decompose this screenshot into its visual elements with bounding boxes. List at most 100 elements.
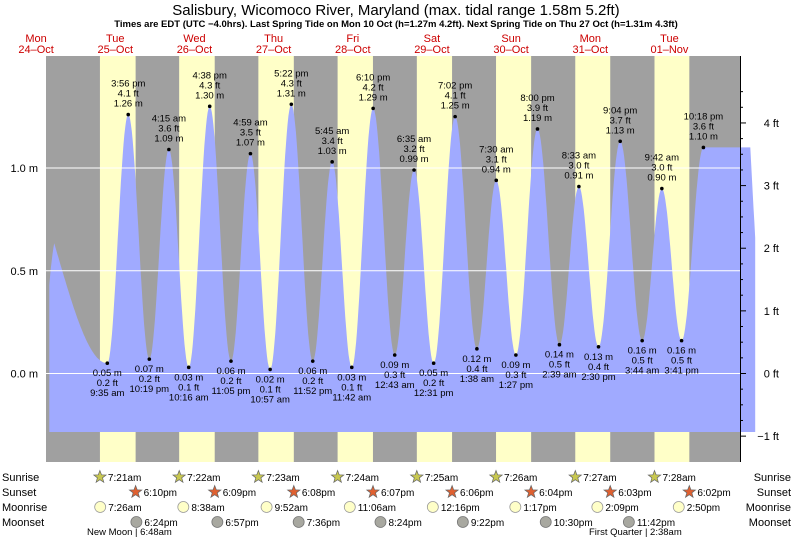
moonrise-time: 2:09pm bbox=[605, 503, 638, 514]
tide-point bbox=[392, 353, 397, 357]
tide-point bbox=[453, 114, 457, 119]
high-tide-label: 1.30 m bbox=[195, 90, 224, 101]
low-tide-label: 0.06 m bbox=[216, 366, 245, 377]
moonset-time: 11:42pm bbox=[637, 518, 675, 529]
low-tide-label: 10:16 am bbox=[169, 392, 209, 403]
tide-point bbox=[412, 168, 416, 172]
sunset-time: 6:03pm bbox=[618, 488, 651, 499]
y-axis-label-ft: 4 ft bbox=[764, 118, 779, 130]
low-tide-label: 0.5 ft bbox=[632, 356, 653, 367]
high-tide-label: 4.3 ft bbox=[281, 78, 302, 89]
tide-point bbox=[596, 344, 601, 349]
y-axis-label-ft: 2 ft bbox=[764, 243, 779, 255]
sunrise-time: 7:23am bbox=[266, 473, 299, 484]
high-tide-label: 1.31 m bbox=[277, 88, 306, 99]
sunset-time: 6:08pm bbox=[302, 488, 335, 499]
y-axis-label-ft: 0 ft bbox=[764, 369, 779, 381]
sunrise-icon bbox=[330, 469, 345, 484]
moonset-icon bbox=[539, 516, 552, 528]
date-label: 24–Oct bbox=[18, 44, 53, 56]
moonset-row-label-left: Moonset bbox=[2, 517, 44, 529]
tide-point bbox=[330, 160, 334, 164]
high-tide-label: 4.1 ft bbox=[118, 89, 139, 100]
low-tide-label: 1:27 pm bbox=[499, 380, 533, 391]
high-tide-label: 1.29 m bbox=[359, 92, 388, 103]
moonrise-icon bbox=[426, 501, 439, 513]
sunrise-icon bbox=[488, 469, 504, 484]
moonset-icon bbox=[292, 516, 305, 528]
low-tide-label: 0.03 m bbox=[337, 372, 366, 383]
date-label: 29–Oct bbox=[414, 44, 449, 56]
sunrise-time: 7:28am bbox=[662, 473, 695, 484]
tide-point bbox=[268, 367, 272, 372]
high-tide-label: 1.07 m bbox=[236, 138, 265, 149]
high-tide-label: 1.10 m bbox=[689, 131, 718, 142]
high-tide-label: 8:33 am bbox=[562, 150, 596, 161]
day-label: Mon bbox=[580, 33, 601, 45]
high-tide-label: 3.0 ft bbox=[651, 163, 672, 174]
moonrise-icon bbox=[672, 501, 685, 513]
date-label: 30–Oct bbox=[493, 44, 528, 56]
date-label: 27–Oct bbox=[256, 44, 291, 56]
high-tide-label: 4.1 ft bbox=[445, 91, 466, 102]
tide-point bbox=[349, 365, 354, 370]
low-tide-label: 0.2 ft bbox=[139, 374, 160, 385]
moonset-row-label-right: Moonset bbox=[749, 517, 791, 529]
high-tide-label: 7:30 am bbox=[479, 144, 513, 155]
sunrise-time: 7:22am bbox=[187, 473, 220, 484]
sunset-time: 6:06pm bbox=[460, 488, 493, 499]
sunrise-time: 7:26am bbox=[504, 473, 537, 484]
chart-title: Salisbury, Wicomoco River, Maryland (max… bbox=[172, 2, 619, 19]
high-tide-label: 3.0 ft bbox=[568, 160, 589, 171]
high-tide-label: 3.6 ft bbox=[158, 124, 179, 135]
moonrise-icon bbox=[509, 501, 522, 513]
low-tide-label: 0.1 ft bbox=[178, 382, 199, 393]
moonrise-icon bbox=[260, 501, 273, 513]
sunset-icon bbox=[603, 484, 618, 499]
low-tide-label: 0.3 ft bbox=[505, 370, 526, 381]
moonset-icon bbox=[622, 516, 635, 528]
tide-point bbox=[514, 353, 518, 357]
high-tide-label: 0.91 m bbox=[564, 170, 593, 181]
high-tide-label: 7:02 pm bbox=[438, 81, 472, 92]
tide-point bbox=[289, 102, 294, 107]
low-tide-label: 10:57 am bbox=[250, 394, 290, 405]
low-tide-label: 0.12 m bbox=[462, 354, 491, 365]
high-tide-label: 3:56 pm bbox=[111, 79, 145, 90]
tide-point bbox=[229, 359, 233, 363]
sunrise-row-label-right: Sunrise bbox=[754, 472, 791, 484]
sunset-icon bbox=[128, 484, 143, 499]
low-tide-label: 0.07 m bbox=[135, 364, 164, 375]
moonrise-icon bbox=[94, 501, 107, 513]
low-tide-label: 0.2 ft bbox=[423, 378, 444, 389]
sunset-time: 6:10pm bbox=[144, 488, 177, 499]
high-tide-label: 10:18 pm bbox=[684, 111, 724, 122]
high-tide-label: 1.19 m bbox=[523, 113, 552, 124]
sunset-row-label-right: Sunset bbox=[757, 487, 791, 499]
tide-point bbox=[640, 338, 644, 343]
sunset-icon bbox=[444, 484, 460, 499]
high-tide-label: 3.9 ft bbox=[527, 103, 548, 114]
tide-point bbox=[207, 104, 212, 109]
sunrise-time: 7:24am bbox=[346, 473, 379, 484]
moonrise-time: 8:38am bbox=[191, 503, 224, 514]
day-label: Sun bbox=[501, 33, 521, 45]
sunset-icon bbox=[682, 484, 697, 499]
low-tide-label: 0.02 m bbox=[256, 374, 285, 385]
moonrise-icon bbox=[343, 501, 356, 513]
sunrise-icon bbox=[409, 469, 424, 484]
moonset-time: 10:30pm bbox=[554, 518, 593, 529]
low-tide-label: 0.06 m bbox=[298, 366, 327, 377]
moonset-icon bbox=[130, 516, 143, 528]
low-tide-label: 0.05 m bbox=[93, 368, 122, 379]
high-tide-label: 4:38 pm bbox=[193, 70, 227, 81]
tide-point bbox=[577, 184, 581, 189]
sunset-time: 6:09pm bbox=[223, 488, 256, 499]
low-tide-label: 0.09 m bbox=[501, 360, 530, 371]
low-tide-label: 0.2 ft bbox=[97, 378, 118, 389]
tide-point bbox=[701, 145, 706, 150]
high-tide-label: 3.5 ft bbox=[240, 128, 261, 139]
date-label: 31–Oct bbox=[573, 44, 608, 56]
low-tide-label: 11:05 pm bbox=[212, 386, 251, 397]
